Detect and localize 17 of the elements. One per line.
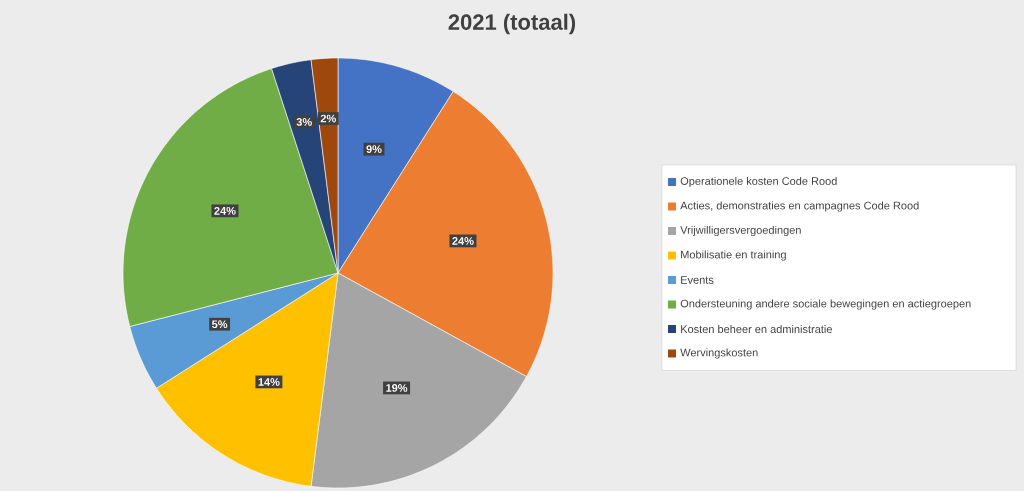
legend-label: Events [681,276,714,284]
legend-label: Operationele kosten Code Rood [680,176,837,188]
legend-label: Acties, demonstraties en campagnes Code Rood [680,201,919,212]
data-label: 9% [366,145,382,154]
chart-title: 2021 (totaal) [448,13,576,35]
legend-label: Vrijwilligersvergoedingen [680,225,801,237]
legend-label: Wervingskosten [680,348,758,359]
data-label: 3% [296,118,312,126]
data-label: 2% [320,114,336,123]
legend-label: Mobilisatie en training [681,250,786,261]
legend-label: Ondersteuning andere sociale bewegingen en actiegroepen [680,299,971,310]
data-label: 24% [214,206,236,215]
legend-label: Kosten beheer en administratie [681,324,832,334]
data-label: 19% [386,384,408,392]
data-label: 24% [452,237,474,245]
data-label: 14% [258,378,280,386]
data-label: 5% [212,320,228,329]
